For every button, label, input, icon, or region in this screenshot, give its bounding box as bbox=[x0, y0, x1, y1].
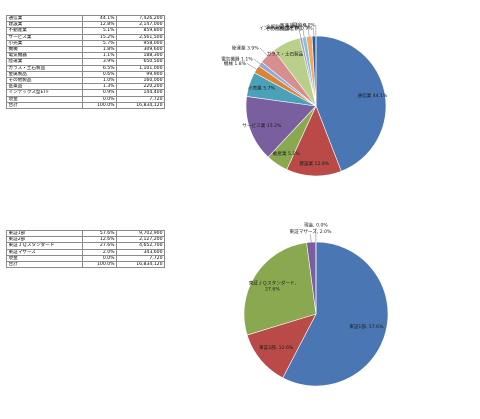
amount-cell: 144,400 bbox=[116, 89, 165, 97]
leader-line bbox=[246, 63, 257, 70]
slice-label: 現金, 0.0% bbox=[304, 222, 328, 229]
table-row: 陸運業 3.9% 650,500 bbox=[6, 58, 165, 66]
pie-slice bbox=[243, 242, 317, 336]
total-amount-cell: 16,834,120 bbox=[116, 260, 165, 269]
slice-label: 東証1部, 57.6% bbox=[349, 323, 384, 330]
total-amount-cell: 16,834,120 bbox=[116, 101, 165, 110]
slice-label: 東証2部, 12.6% bbox=[259, 344, 294, 351]
table-row: 現金 0.0% 7,720 bbox=[6, 95, 165, 103]
slice-label: ガラス・土石製品 6.5% bbox=[267, 51, 317, 58]
pie-slice bbox=[286, 105, 342, 177]
table-row: 東証ＪＱスタンダード 27.6% 4,652,700 bbox=[6, 242, 165, 250]
leader-line bbox=[310, 234, 312, 243]
slice-label: 東証マザーズ, 2.0% bbox=[290, 228, 333, 235]
industry-table-body: 通信業 44.1% 7,426,200 建設業 12.8% 2,147,000 不動産業 5.… bbox=[6, 14, 165, 110]
amount-cell: 2,561,500 bbox=[116, 33, 165, 41]
slice-label: 東証ＪＱスタンダード, bbox=[249, 280, 297, 287]
market-allocation-table: 東証1部 57.6% 9,702,900 東証2部 12.6% 2,127,200 東証ＪＱ… bbox=[6, 229, 165, 269]
leader-line bbox=[253, 58, 261, 65]
leader-line bbox=[302, 29, 305, 38]
amount-cell: 9,702,900 bbox=[116, 229, 165, 238]
table-row: ガラス・土石製品 6.5% 1,101,000 bbox=[6, 64, 165, 72]
slice-label: 不動産業 5.1% bbox=[268, 150, 300, 157]
slice-label: 金属製品 0.6% bbox=[266, 24, 298, 31]
slice-label: その他製品 1.0% bbox=[266, 26, 303, 33]
leader-line bbox=[259, 47, 268, 56]
table-row: その他製品 1.0% 160,000 bbox=[6, 77, 165, 85]
slice-label: 27.6% bbox=[265, 287, 280, 293]
slice-label: 建設業 12.8% bbox=[299, 160, 329, 167]
leader-line bbox=[307, 25, 310, 37]
table-row: 現金 0.0% 7,720 bbox=[6, 254, 165, 263]
table-row: 金属製品 0.6% 99,900 bbox=[6, 70, 165, 79]
total-row: 合計 100.0% 16,834,120 bbox=[6, 260, 165, 269]
amount-cell: 99,900 bbox=[116, 70, 165, 79]
slice-label: 機械 1.8% bbox=[224, 60, 247, 67]
amount-cell: 650,500 bbox=[116, 58, 165, 66]
slice-label: 電気機器 1.1% bbox=[221, 56, 253, 63]
slice-label: 医薬品 1.3% bbox=[280, 22, 308, 29]
amount-cell: 2,127,200 bbox=[116, 236, 165, 244]
amount-cell: 4,652,700 bbox=[116, 242, 165, 250]
amount-cell: 7,720 bbox=[116, 95, 165, 103]
amount-cell: 2,147,000 bbox=[116, 21, 165, 29]
industry-allocation-table: 通信業 44.1% 7,426,200 建設業 12.8% 2,147,000 不動産業 5.… bbox=[6, 14, 165, 110]
slice-label: サービス業 15.2% bbox=[242, 122, 282, 129]
amount-cell: 7,426,200 bbox=[116, 14, 165, 23]
slice-label: 陸運業 3.9% bbox=[232, 44, 260, 51]
table-row: 通信業 44.1% 7,426,200 bbox=[6, 14, 165, 23]
total-row: 合計 100.0% 16,834,120 bbox=[6, 101, 165, 110]
table-row: 建設業 12.8% 2,147,000 bbox=[6, 21, 165, 29]
table-row: 医薬品 1.3% 220,200 bbox=[6, 83, 165, 91]
slice-label: 現金 0.0% bbox=[293, 22, 316, 29]
pie-slice bbox=[315, 35, 387, 172]
slice-label: 小売業 5.7% bbox=[248, 85, 276, 92]
amount-cell: 1,101,000 bbox=[116, 64, 165, 72]
slice-label: 通信業 44.1% bbox=[357, 92, 387, 99]
pie-slice bbox=[245, 96, 317, 158]
leader-line bbox=[298, 26, 302, 38]
amount-cell: 160,000 bbox=[116, 77, 165, 85]
amount-cell: 220,200 bbox=[116, 83, 165, 91]
amount-cell: 7,720 bbox=[116, 254, 165, 263]
slice-label: インデックス型ETF 0.9% bbox=[259, 25, 313, 32]
market-table-body: 東証1部 57.6% 9,702,900 東証2部 12.6% 2,127,200 東証ＪＱ… bbox=[6, 229, 165, 269]
table-row: インデックス型ETF 0.9% 144,400 bbox=[6, 89, 165, 97]
pie-slice bbox=[282, 241, 389, 387]
